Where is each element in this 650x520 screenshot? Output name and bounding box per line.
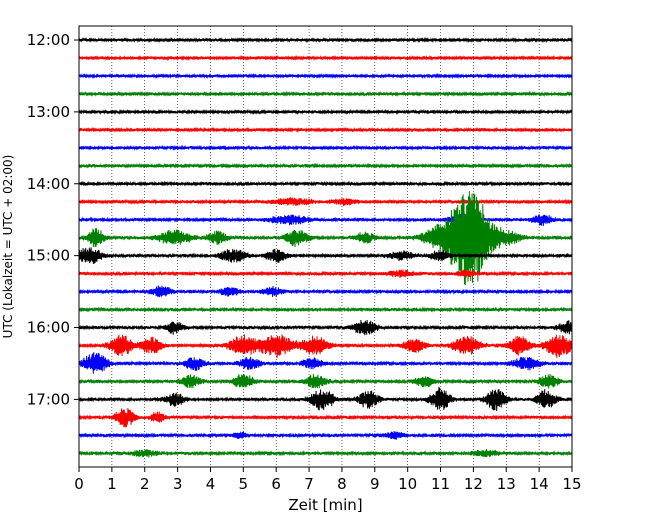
x-tick-label: 0	[74, 475, 84, 493]
seismic-trace	[78, 54, 573, 62]
seismic-trace	[78, 144, 573, 151]
y-tick-label: 15:00	[27, 247, 70, 265]
seismic-trace	[78, 108, 573, 116]
seismic-trace	[78, 180, 573, 187]
plot-frame	[78, 25, 573, 468]
x-tick-label: 2	[140, 475, 150, 493]
y-tick-label: 17:00	[27, 390, 70, 408]
seismic-trace	[78, 431, 573, 440]
y-tick-label: 12:00	[27, 31, 70, 49]
y-tick-label: 16:00	[27, 319, 70, 337]
x-tick-label: 5	[239, 475, 249, 493]
x-tick-label: 10	[398, 475, 417, 493]
seismic-trace	[78, 373, 573, 389]
x-tick-label: 11	[431, 475, 450, 493]
y-tick-label: 13:00	[27, 103, 70, 121]
seismic-trace	[78, 352, 573, 374]
seismic-trace	[78, 162, 573, 170]
seismic-trace	[78, 387, 573, 411]
x-tick-label: 8	[337, 475, 347, 493]
seismic-trace	[78, 448, 573, 458]
x-tick-label: 15	[562, 475, 581, 493]
y-axis-ticks: 12:00 13:00 14:00 15:00 16:00 17:00	[27, 31, 79, 408]
seismic-trace	[78, 407, 573, 428]
x-tick-label: 14	[530, 475, 549, 493]
x-tick-label: 9	[370, 475, 380, 493]
seismic-trace	[78, 285, 573, 298]
seismic-trace	[78, 90, 573, 98]
x-tick-label: 4	[206, 475, 216, 493]
seismic-trace	[78, 36, 573, 44]
seismic-trace	[78, 191, 573, 286]
seismic-trace	[78, 197, 573, 206]
seismic-trace	[78, 213, 573, 227]
seismic-trace	[78, 306, 573, 313]
x-tick-label: 1	[107, 475, 117, 493]
seismic-trace	[78, 126, 573, 133]
x-tick-label: 13	[497, 475, 516, 493]
seismic-trace	[78, 319, 573, 336]
x-tick-label: 12	[464, 475, 483, 493]
seismic-trace	[78, 247, 573, 264]
traces	[78, 36, 573, 458]
x-axis-label: Zeit [min]	[288, 496, 362, 514]
x-tick-label: 7	[304, 475, 314, 493]
x-tick-label: 3	[173, 475, 183, 493]
seismic-trace	[78, 72, 573, 80]
y-axis-label: UTC (Lokalzeit = UTC + 02:00)	[1, 155, 15, 339]
x-axis-ticks: 0 1 2 3 4 5 6 7 8 9 10 11 12 13 14 15	[74, 467, 582, 493]
seismic-trace	[78, 334, 573, 358]
seismic-trace	[78, 269, 573, 278]
y-tick-label: 14:00	[27, 175, 70, 193]
x-tick-label: 6	[271, 475, 281, 493]
